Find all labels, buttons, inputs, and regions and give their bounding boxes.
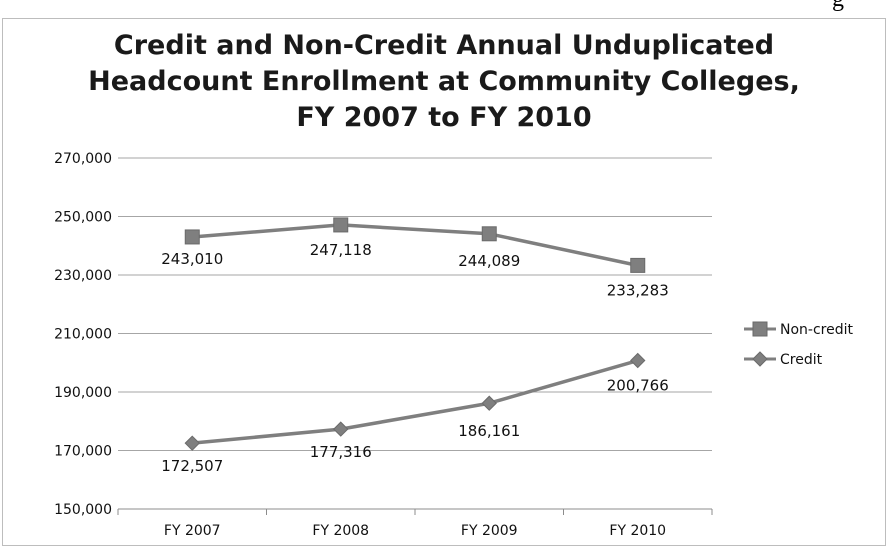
data-label: 172,507: [161, 457, 223, 475]
legend-marker: [752, 351, 768, 367]
data-point-marker: [184, 229, 200, 245]
cropped-text: g: [832, 0, 844, 13]
legend-marker: [752, 321, 768, 337]
data-point-marker: [481, 395, 497, 411]
series-line-non-credit: [192, 223, 639, 268]
series-line-credit: [192, 358, 639, 445]
data-point-marker: [333, 217, 349, 233]
data-point-marker: [333, 421, 349, 437]
data-point-marker: [630, 257, 646, 273]
data-label: 186,161: [458, 422, 520, 440]
y-tick-label: 170,000: [54, 444, 112, 460]
x-tick-label: FY 2007: [164, 523, 221, 539]
data-label: 247,118: [310, 241, 372, 259]
y-tick-label: 150,000: [54, 502, 112, 518]
chart-title-line-3: FY 2007 to FY 2010: [296, 102, 592, 133]
data-label: 233,283: [607, 281, 669, 299]
chart-frame: [2, 18, 886, 546]
x-tick-label: FY 2008: [312, 523, 369, 539]
y-tick-label: 270,000: [54, 151, 112, 167]
x-tick-label: FY 2010: [609, 523, 666, 539]
legend-label: Credit: [780, 352, 823, 368]
data-point-marker: [630, 352, 646, 369]
x-tick-label: FY 2009: [461, 523, 518, 539]
y-tick-label: 190,000: [54, 385, 112, 401]
y-tick-label: 230,000: [54, 268, 112, 284]
data-label: 200,766: [607, 377, 669, 395]
data-label: 243,010: [161, 250, 223, 268]
legend-label: Non-credit: [780, 322, 853, 338]
chart-title-line-1: Credit and Non-Credit Annual Unduplicate…: [113, 30, 775, 61]
data-label: 177,316: [310, 443, 372, 461]
data-point-marker: [481, 226, 497, 242]
chart-title-line-2: Headcount Enrollment at Community Colleg…: [88, 66, 800, 97]
cropped-text-fragment: g: [0, 0, 888, 20]
chart-title: Credit and Non-Credit Annual Unduplicate…: [0, 28, 888, 136]
y-tick-label: 250,000: [54, 210, 112, 226]
data-label: 244,089: [458, 252, 520, 270]
data-point-marker: [184, 435, 200, 451]
y-tick-label: 210,000: [54, 327, 112, 343]
